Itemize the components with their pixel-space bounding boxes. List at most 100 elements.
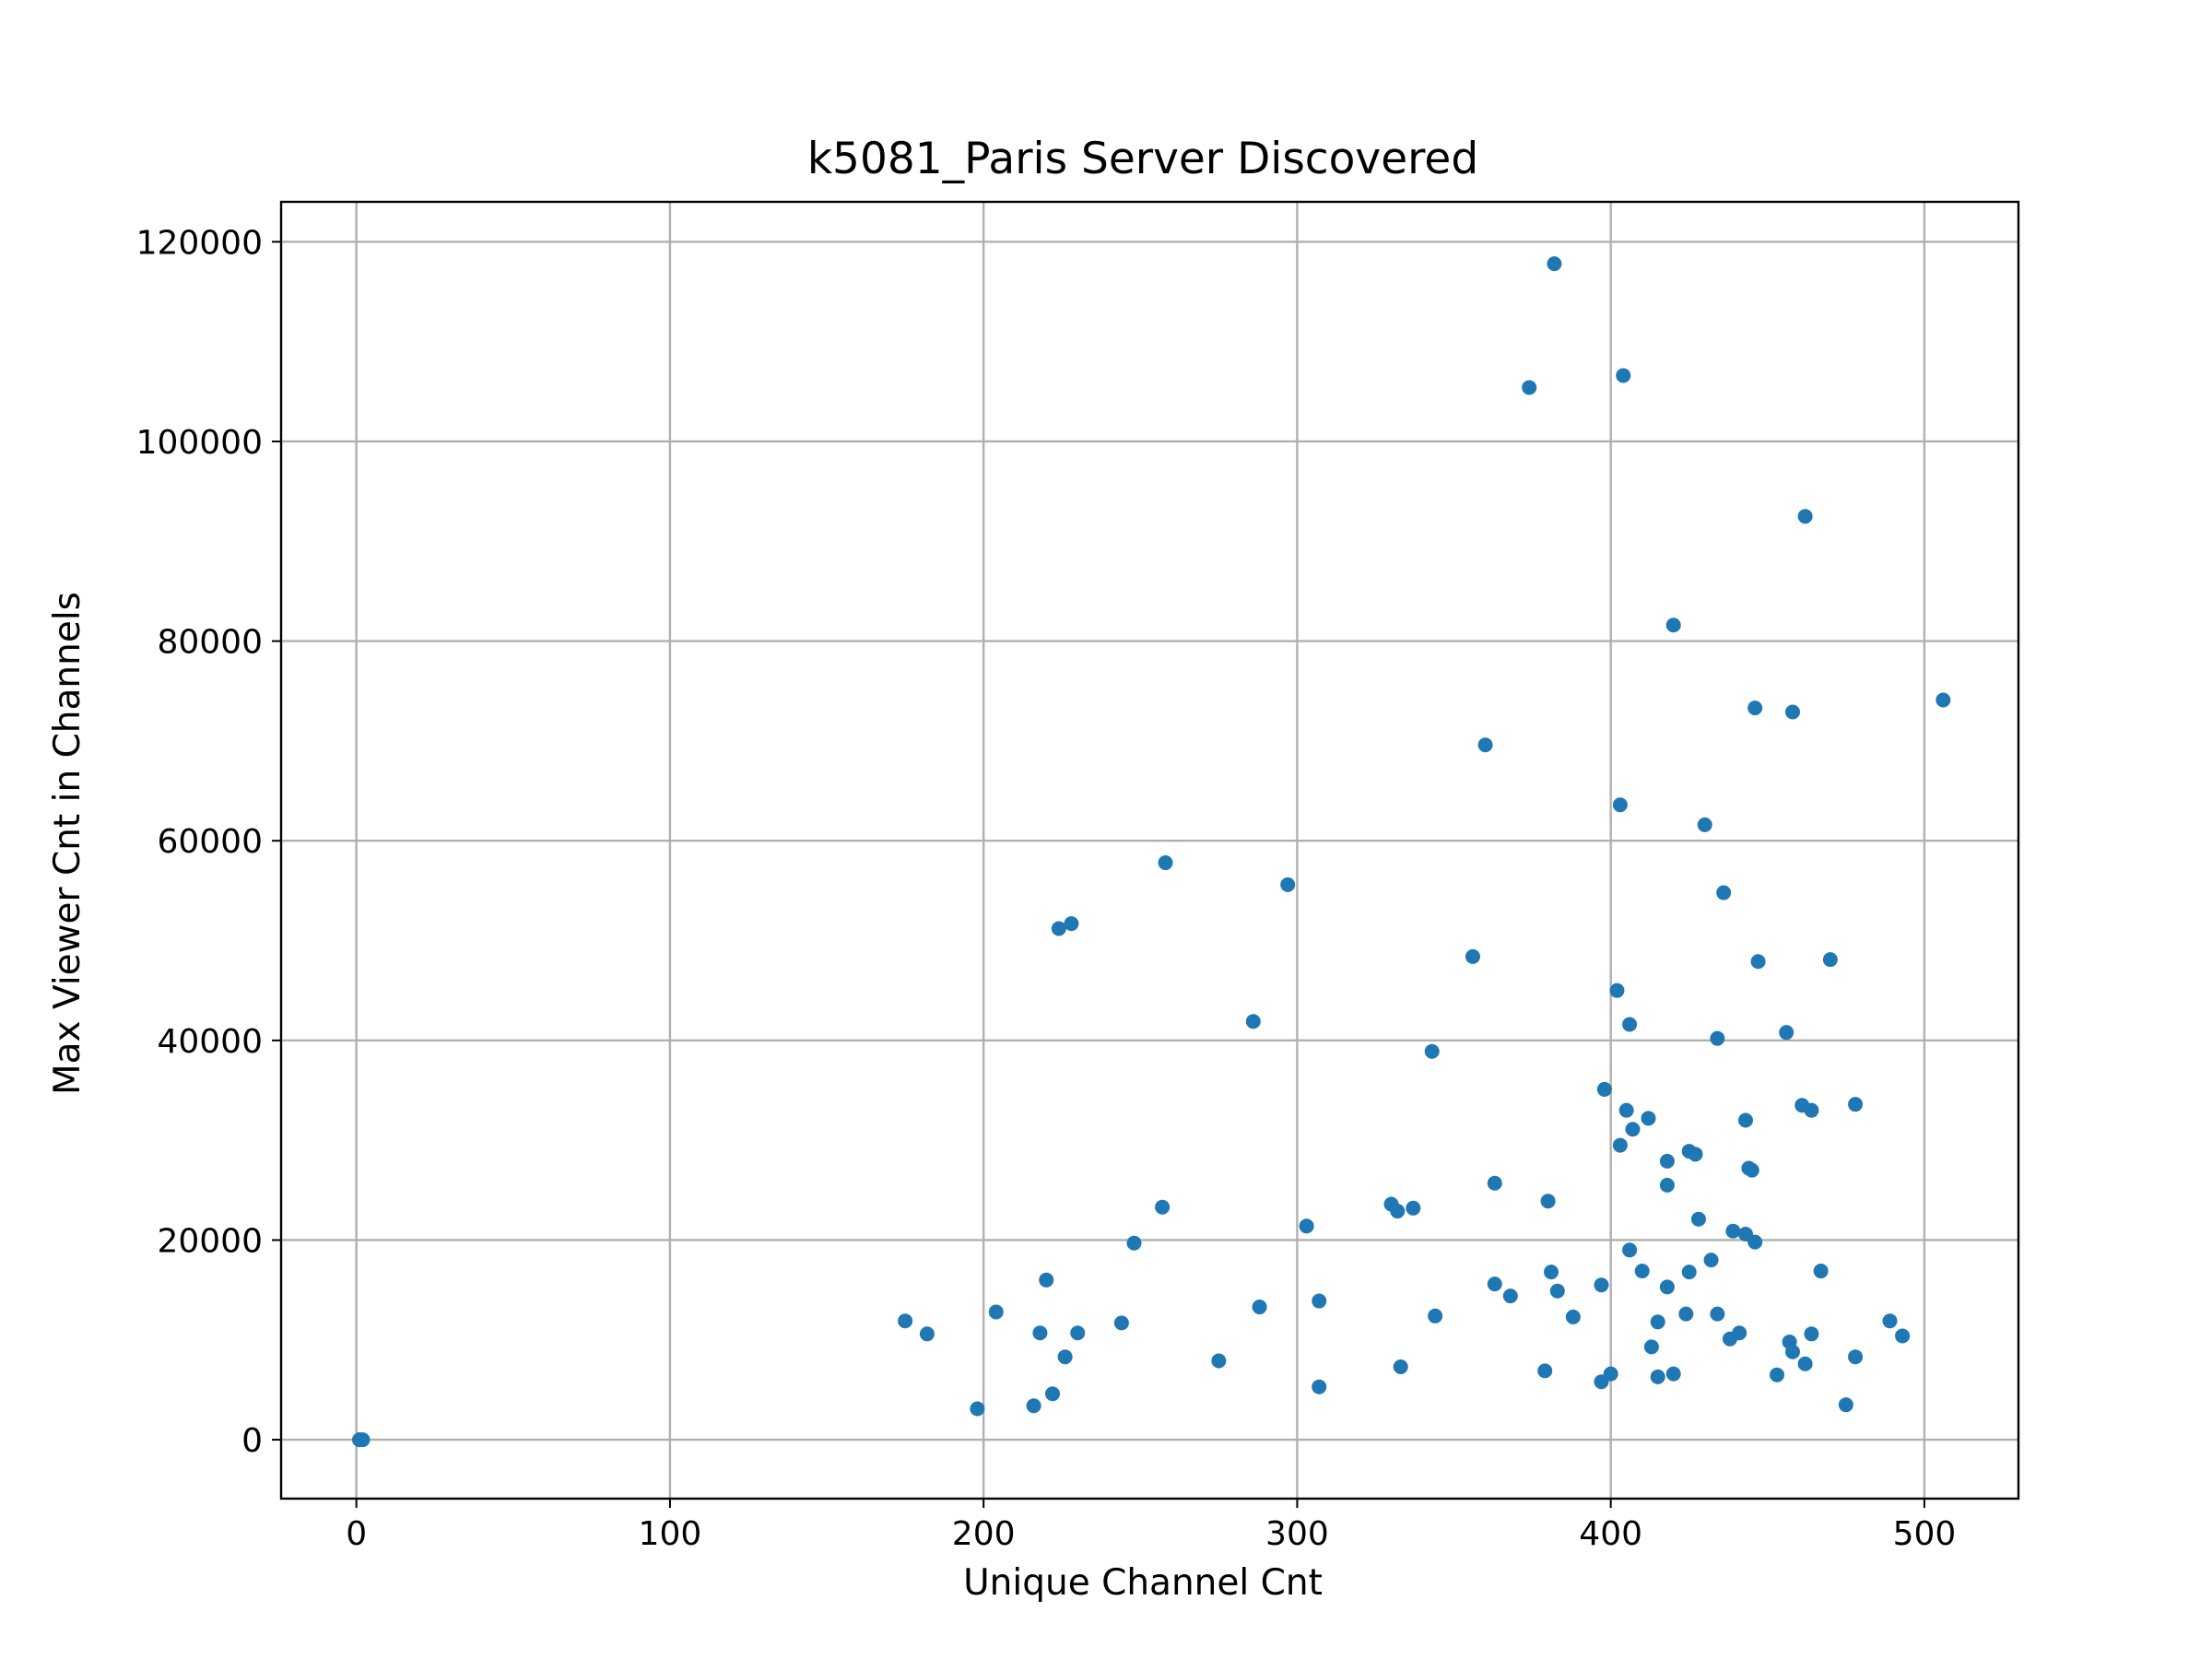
data-point [1487,1277,1502,1292]
data-point [1650,1314,1665,1330]
data-point [1406,1200,1421,1216]
data-point [1618,1102,1634,1118]
data-point [1051,921,1066,936]
data-point [1070,1325,1086,1341]
data-point [1822,952,1838,968]
x-axis-label: Unique Channel Cnt [963,1562,1323,1604]
data-point [1549,1283,1565,1299]
ticks-layer: 0 100 200 300 400 500 0 20000 40000 60000 80000 100… [136,224,1957,1553]
x-tick-label: 500 [1893,1515,1957,1553]
data-point [1848,1097,1864,1112]
chart-title: k5081_Paris Server Discovered [807,134,1478,184]
data-point [1634,1264,1650,1279]
data-point [1797,1356,1813,1371]
y-tick-label: 40000 [157,1023,263,1061]
data-point [1390,1204,1406,1219]
x-tick-label: 0 [346,1515,367,1553]
data-point [1609,982,1625,998]
data-point [1710,1030,1725,1046]
data-point [1026,1398,1041,1414]
data-point [1280,877,1296,892]
data-point [1565,1309,1581,1324]
data-point [1643,1339,1659,1355]
points-layer [352,256,1951,1448]
data-point [1936,692,1951,708]
data-point [1747,1234,1763,1250]
data-point [1424,1043,1440,1059]
data-point [1804,1326,1819,1342]
data-point [1622,1242,1638,1258]
data-point [1744,1162,1759,1178]
data-point [1750,954,1766,970]
data-point [1659,1279,1675,1295]
data-point [1665,618,1681,633]
data-point [1725,1223,1741,1239]
y-tick-label: 60000 [157,823,263,861]
data-point [1312,1379,1327,1394]
data-point [1797,509,1813,524]
data-point [1681,1265,1697,1280]
data-point [1155,1199,1171,1215]
data-point [1804,1102,1819,1118]
data-point [1544,1265,1559,1280]
data-point [898,1313,913,1329]
data-point [1158,855,1173,871]
data-point [1625,1122,1641,1137]
data-point [1710,1306,1725,1322]
plot-frame [279,200,2020,1500]
data-point [988,1304,1004,1320]
data-point [919,1326,935,1342]
data-point [1665,1366,1681,1382]
data-point [1032,1325,1048,1341]
data-point [1245,1014,1261,1030]
data-point [1678,1306,1694,1322]
y-tick-label: 20000 [157,1222,263,1260]
x-tick-label: 400 [1579,1515,1642,1553]
data-point [1641,1111,1656,1126]
data-point [1785,1344,1801,1359]
data-point [1785,704,1801,720]
data-point [1732,1325,1747,1341]
data-point [1465,948,1480,964]
data-point [1813,1264,1829,1279]
data-point [1487,1175,1502,1191]
data-point [1299,1218,1314,1234]
data-point [1428,1308,1443,1324]
data-point [1659,1153,1675,1169]
data-point [1596,1081,1612,1097]
y-tick-label: 100000 [136,424,263,462]
y-tick-label: 0 [241,1422,263,1460]
data-point [1779,1025,1794,1041]
data-point [1064,916,1079,932]
data-point [1616,368,1631,383]
data-point [1594,1277,1609,1293]
data-point [1690,1211,1706,1227]
data-point [1703,1253,1719,1268]
data-point [1716,885,1732,900]
data-point [1737,1112,1753,1128]
y-tick-label: 80000 [157,624,263,662]
data-point [1688,1147,1703,1162]
data-point [352,1432,368,1448]
data-point [1393,1359,1408,1375]
data-point [1659,1177,1675,1193]
data-point [1612,797,1628,813]
data-point [1540,1194,1556,1209]
data-point [1895,1328,1911,1344]
data-point [1848,1349,1864,1365]
data-point [1603,1366,1618,1382]
data-point [1039,1272,1054,1288]
data-point [1113,1315,1129,1331]
data-point [1547,256,1562,272]
data-point [1537,1363,1553,1379]
data-point [1882,1313,1898,1329]
data-point [1522,380,1537,395]
y-axis-label: Max Viewer Cnt in Channels [47,592,88,1095]
data-point [1502,1288,1518,1304]
x-tick-label: 100 [639,1515,702,1553]
data-point [970,1401,985,1417]
data-point [1211,1353,1227,1369]
data-point [1622,1017,1638,1032]
